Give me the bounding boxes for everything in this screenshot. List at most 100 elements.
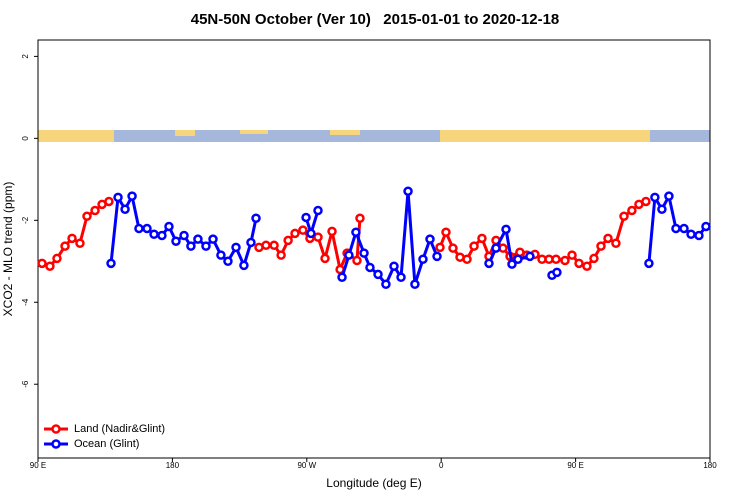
data-point xyxy=(525,251,535,262)
data-point xyxy=(477,233,487,244)
data-point xyxy=(448,243,458,253)
data-point xyxy=(208,234,218,244)
data-point xyxy=(619,211,629,221)
data-point xyxy=(567,250,577,260)
data-point xyxy=(120,204,130,214)
x-tick-label: 90 W xyxy=(297,461,316,470)
data-point xyxy=(313,205,323,216)
x-tick-label: 180 xyxy=(166,461,180,470)
data-point xyxy=(352,255,362,266)
data-point xyxy=(60,241,70,251)
data-point xyxy=(251,213,261,224)
data-point xyxy=(290,228,300,239)
data-point xyxy=(491,243,501,253)
data-point xyxy=(239,260,249,271)
data-point xyxy=(276,250,286,260)
data-point xyxy=(351,227,361,237)
data-point xyxy=(551,254,561,264)
data-point xyxy=(694,230,704,241)
chart-title: 45N-50N October (Ver 10) 2015-01-01 to 2… xyxy=(191,11,560,28)
data-point xyxy=(113,192,123,203)
data-point xyxy=(611,238,621,249)
data-point xyxy=(574,258,584,269)
legend-label: Land (Nadir&Glint) xyxy=(74,423,165,435)
data-point xyxy=(37,258,47,269)
y-axis-label: XCO2 - MLO trend (ppm) xyxy=(1,182,15,317)
data-point xyxy=(82,211,92,221)
data-point xyxy=(67,233,77,244)
data-point xyxy=(501,224,511,235)
data-point xyxy=(127,191,137,201)
data-point xyxy=(75,238,85,249)
data-point xyxy=(306,228,316,239)
data-point xyxy=(157,230,167,241)
data-point xyxy=(216,250,226,260)
y-tick-label: 2 xyxy=(21,54,30,59)
legend-marker xyxy=(51,424,61,434)
plot-frame xyxy=(37,39,711,459)
data-point xyxy=(344,250,354,260)
data-point xyxy=(106,258,116,269)
data-point xyxy=(410,279,420,289)
data-point xyxy=(337,272,347,283)
data-point xyxy=(513,254,523,264)
data-point xyxy=(389,261,399,271)
x-tick-label: 180 xyxy=(703,461,717,470)
y-tick-label: 0 xyxy=(21,136,30,141)
data-point xyxy=(381,279,391,289)
data-point xyxy=(552,267,562,278)
data-point xyxy=(560,255,570,266)
data-point xyxy=(201,241,211,251)
data-point xyxy=(462,254,472,264)
data-point xyxy=(664,191,674,201)
data-point xyxy=(373,269,383,280)
data-point xyxy=(701,221,711,232)
data-point xyxy=(432,251,442,262)
data-point xyxy=(298,225,308,235)
data-point xyxy=(441,227,451,237)
data-point xyxy=(142,223,152,234)
data-point xyxy=(644,258,654,269)
data-point xyxy=(469,241,479,251)
data-point xyxy=(641,196,651,207)
legend-marker xyxy=(51,439,61,449)
data-point xyxy=(418,254,428,264)
data-point xyxy=(327,226,337,237)
data-point xyxy=(231,242,241,253)
data-point xyxy=(686,229,696,239)
data-point xyxy=(246,237,256,248)
data-point xyxy=(679,223,689,234)
data-point xyxy=(52,253,62,264)
y-tick-label: -6 xyxy=(21,380,30,388)
data-point xyxy=(365,262,375,273)
data-point xyxy=(283,235,293,246)
data-point xyxy=(403,186,413,196)
data-point xyxy=(223,256,233,267)
data-point xyxy=(269,240,279,251)
data-point xyxy=(313,232,323,242)
data-point xyxy=(179,230,189,241)
y-tick-label: -4 xyxy=(21,298,30,306)
x-axis-label: Longitude (deg E) xyxy=(326,476,421,490)
x-tick-label: 90 E xyxy=(30,461,46,470)
y-tick-label: -2 xyxy=(21,216,30,224)
data-point xyxy=(193,234,203,244)
data-point xyxy=(650,192,660,203)
data-point xyxy=(355,213,365,224)
x-tick-label: 90 E xyxy=(567,461,583,470)
data-point xyxy=(320,253,330,264)
data-point xyxy=(134,223,144,234)
data-point xyxy=(301,212,311,223)
data-point xyxy=(186,241,196,251)
legend-label: Ocean (Glint) xyxy=(74,438,139,450)
data-point xyxy=(171,236,181,246)
data-point xyxy=(164,221,174,232)
data-point xyxy=(45,261,55,271)
x-tick-label: 0 xyxy=(439,461,444,470)
data-point xyxy=(104,196,114,207)
data-point xyxy=(603,233,613,244)
data-point xyxy=(582,261,592,271)
map-strip xyxy=(38,130,710,142)
data-point xyxy=(149,229,159,239)
